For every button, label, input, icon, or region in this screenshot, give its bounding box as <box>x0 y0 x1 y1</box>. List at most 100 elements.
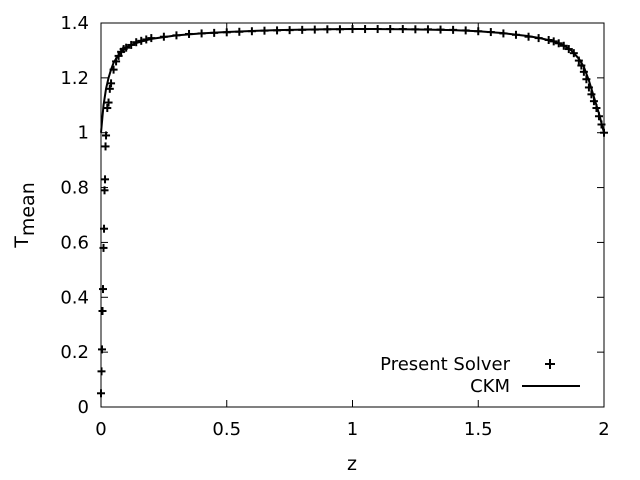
data-point-present-solver <box>137 36 146 45</box>
data-point-present-solver <box>197 29 206 38</box>
data-point-present-solver <box>185 29 194 38</box>
data-point-present-solver <box>423 25 432 34</box>
data-point-present-solver <box>499 29 508 38</box>
x-tick-label: 1 <box>347 419 358 440</box>
data-point-present-solver <box>544 36 553 45</box>
data-point-present-solver <box>398 25 407 34</box>
data-point-present-solver <box>105 84 114 93</box>
x-tick-label: 1.5 <box>464 419 493 440</box>
data-point-present-solver <box>474 27 483 36</box>
y-tick-label: 1 <box>78 123 89 144</box>
y-tick-label: 1.4 <box>60 13 89 34</box>
y-axis-label: Tmean <box>11 182 39 249</box>
y-tick-label: 0.4 <box>60 287 89 308</box>
data-point-present-solver <box>273 26 282 35</box>
data-point-present-solver <box>597 120 606 129</box>
data-point-present-solver <box>411 25 420 34</box>
data-point-present-solver <box>449 25 458 34</box>
legend-marker-plus <box>545 359 555 369</box>
data-point-present-solver <box>386 25 395 34</box>
data-point-present-solver <box>99 243 108 252</box>
data-point-present-solver <box>107 79 116 88</box>
y-tick-label: 0.2 <box>60 342 89 363</box>
y-tick-label: 0.6 <box>60 232 89 253</box>
data-point-present-solver <box>594 112 603 121</box>
data-point-present-solver <box>122 43 131 52</box>
data-point-present-solver <box>100 224 109 233</box>
legend: Present Solver CKM <box>380 354 580 397</box>
data-point-present-solver <box>100 186 109 195</box>
data-point-present-solver <box>142 35 151 44</box>
data-point-present-solver <box>159 32 168 41</box>
data-point-present-solver <box>554 39 563 48</box>
data-point-present-solver <box>524 32 533 41</box>
y-tick-label: 0.8 <box>60 178 89 199</box>
data-point-present-solver <box>569 49 578 58</box>
data-point-present-solver <box>486 28 495 37</box>
data-point-present-solver <box>109 65 118 74</box>
x-axis-ticks: 0 0.5 1 1.5 2 <box>95 23 610 440</box>
data-point-present-solver <box>461 26 470 35</box>
data-point-present-solver <box>298 25 307 34</box>
x-tick-label: 0 <box>95 419 106 440</box>
y-axis-label-subscript: mean <box>17 182 39 236</box>
legend-label-present-solver: Present Solver <box>380 354 510 375</box>
data-point-present-solver <box>172 31 181 40</box>
data-point-present-solver <box>436 25 445 34</box>
data-point-present-solver <box>97 389 105 398</box>
data-point-present-solver <box>104 98 113 107</box>
x-tick-label: 0.5 <box>212 419 241 440</box>
data-point-present-solver <box>592 104 601 113</box>
data-point-present-solver <box>511 30 520 39</box>
y-axis-label-main: T <box>11 236 33 249</box>
data-point-present-solver <box>285 26 294 35</box>
data-point-present-solver <box>587 90 596 99</box>
data-point-present-solver <box>361 25 370 34</box>
data-point-present-solver <box>600 128 608 137</box>
data-point-present-solver <box>335 25 344 34</box>
data-point-present-solver <box>582 75 591 84</box>
data-point-present-solver <box>98 345 107 354</box>
x-tick-label: 2 <box>598 419 609 440</box>
data-point-present-solver <box>549 37 558 46</box>
data-point-present-solver <box>260 26 269 35</box>
data-point-present-solver <box>348 25 357 34</box>
data-point-present-solver <box>222 28 231 37</box>
data-point-present-solver <box>235 27 244 36</box>
data-point-present-solver <box>323 25 332 34</box>
plot-frame <box>100 22 605 408</box>
data-point-present-solver <box>101 175 110 184</box>
data-point-present-solver <box>589 97 598 106</box>
y-tick-label: 1.2 <box>60 68 89 89</box>
series-line-ckm <box>100 28 605 133</box>
data-point-present-solver <box>101 142 110 151</box>
data-point-present-solver <box>97 367 106 376</box>
legend-label-ckm: CKM <box>470 376 510 397</box>
y-axis-ticks: 0 0.2 0.4 0.6 0.8 1 1.2 1.4 <box>60 13 604 418</box>
data-point-present-solver <box>210 28 219 37</box>
data-point-present-solver <box>577 61 586 70</box>
data-point-present-solver <box>574 56 583 65</box>
data-point-present-solver <box>559 41 568 50</box>
data-point-present-solver <box>112 57 121 66</box>
data-point-present-solver <box>99 285 108 294</box>
series-layer <box>97 25 608 398</box>
data-point-present-solver <box>564 45 573 54</box>
data-point-present-solver <box>534 34 543 43</box>
data-point-present-solver <box>114 51 123 60</box>
data-point-present-solver <box>127 40 136 49</box>
data-point-present-solver <box>579 67 588 76</box>
data-point-present-solver <box>584 83 593 92</box>
data-point-present-solver <box>103 104 112 113</box>
data-point-present-solver <box>147 34 156 43</box>
x-axis-label: z <box>347 453 357 475</box>
y-tick-label: 0 <box>78 397 89 418</box>
data-point-present-solver <box>247 27 256 36</box>
data-point-present-solver <box>132 38 141 47</box>
data-point-present-solver <box>98 307 107 315</box>
data-point-present-solver <box>310 25 319 34</box>
data-point-present-solver <box>102 131 111 140</box>
data-point-present-solver <box>373 25 382 34</box>
